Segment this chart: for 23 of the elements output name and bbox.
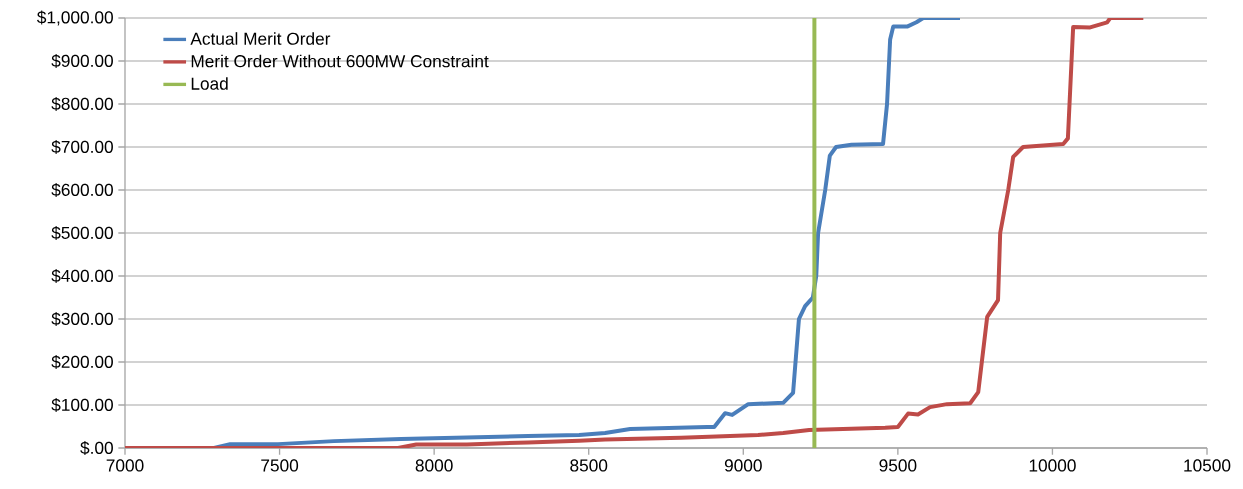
x-tick-label: 9500 <box>879 459 917 472</box>
y-tick-label: $500.00 <box>51 226 113 240</box>
y-tick-label: $300.00 <box>51 312 113 326</box>
legend-label: Load <box>191 77 228 90</box>
line-series <box>125 17 1146 448</box>
x-tick-label: 9000 <box>724 459 762 472</box>
y-tick-label: $900.00 <box>51 53 113 68</box>
x-tick-label: 8500 <box>570 459 608 472</box>
y-tick-label: $1,000.00 <box>37 10 113 26</box>
x-tick-label: 10000 <box>1029 459 1076 472</box>
x-tick-label: 7000 <box>106 459 144 472</box>
y-tick-label: $.00 <box>80 441 113 455</box>
y-tick-label: $800.00 <box>51 96 113 111</box>
x-tick-label: 7500 <box>261 459 299 472</box>
y-tick-label: $400.00 <box>51 269 113 283</box>
x-tick-label: 8000 <box>415 459 453 472</box>
legend-label: Actual Merit Order <box>190 32 331 45</box>
y-tick-label: $100.00 <box>51 398 113 412</box>
y-tick-label: $700.00 <box>51 140 113 154</box>
legend-label: Merit Order Without 600MW Constraint <box>191 54 489 68</box>
y-tick-label: $600.00 <box>51 183 113 197</box>
x-tick-label: 10500 <box>1184 459 1231 472</box>
y-tick-label: $200.00 <box>51 355 113 369</box>
